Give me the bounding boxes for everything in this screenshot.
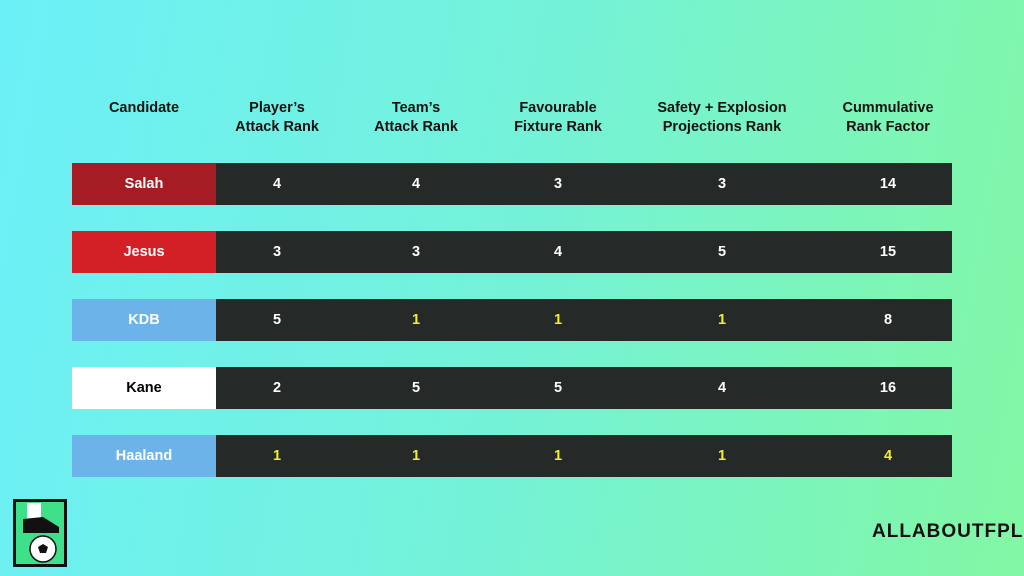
header-line: Attack Rank (235, 119, 319, 135)
column-header: Favourable Fixture Rank (468, 99, 648, 137)
table-row: Kane 2 5 5 4 16 (72, 367, 952, 409)
rank-cell: 5 (717, 244, 727, 260)
table-row: Salah 4 4 3 3 14 (72, 163, 952, 205)
header-line: Favourable (519, 100, 597, 116)
header-line: Rank Factor (846, 119, 930, 135)
logo (13, 499, 67, 567)
rank-cell: 5 (272, 312, 282, 328)
header-line: Safety + Explosion (657, 100, 787, 116)
rank-cell: 4 (717, 380, 727, 396)
brand: ALLABOUTFPL (872, 521, 1024, 542)
rank-cell: 4 (553, 244, 563, 260)
table-row: Haaland 1 1 1 1 4 (72, 435, 952, 477)
column-header: Cummulative Rank Factor (798, 99, 978, 137)
rank-cell: 15 (879, 244, 897, 260)
rank-cell: 4 (272, 176, 282, 192)
candidate-name: Kane (72, 367, 216, 409)
header-line: Fixture Rank (514, 119, 602, 135)
rank-cell: 1 (553, 312, 563, 328)
rank-cell: 14 (879, 176, 897, 192)
rank-cell: 1 (411, 312, 421, 328)
column-header: Candidate (54, 99, 234, 118)
rank-cell: 4 (411, 176, 421, 192)
rank-cell: 4 (883, 448, 893, 464)
table-row: KDB 5 1 1 1 8 (72, 299, 952, 341)
header-line: Player’s (249, 100, 305, 116)
rank-cell: 5 (553, 380, 563, 396)
candidate-name: Haaland (72, 435, 216, 477)
candidate-name: Salah (72, 163, 216, 205)
rank-cell: 1 (272, 448, 282, 464)
column-header: Player’s Attack Rank (187, 99, 367, 137)
column-header: Safety + Explosion Projections Rank (632, 99, 812, 137)
rank-cell: 3 (717, 176, 727, 192)
candidate-name: Jesus (72, 231, 216, 273)
rank-cell: 1 (717, 312, 727, 328)
rank-cell: 8 (883, 312, 893, 328)
rank-cell: 16 (879, 380, 897, 396)
header-line: Attack Rank (374, 119, 458, 135)
rank-cell: 3 (272, 244, 282, 260)
rank-cell: 2 (272, 380, 282, 396)
rank-cell: 1 (553, 448, 563, 464)
column-header: Team’s Attack Rank (326, 99, 506, 137)
rank-cell: 3 (411, 244, 421, 260)
rank-cell: 1 (717, 448, 727, 464)
candidate-name: KDB (72, 299, 216, 341)
header-line: Cummulative (842, 100, 934, 116)
header-line: Projections Rank (662, 119, 782, 135)
rank-cell: 3 (553, 176, 563, 192)
table-row: Jesus 3 3 4 5 15 (72, 231, 952, 273)
header-line: Candidate (108, 100, 180, 116)
header-line: Team’s (391, 100, 441, 116)
rank-cell: 5 (411, 380, 421, 396)
rank-cell: 1 (411, 448, 421, 464)
